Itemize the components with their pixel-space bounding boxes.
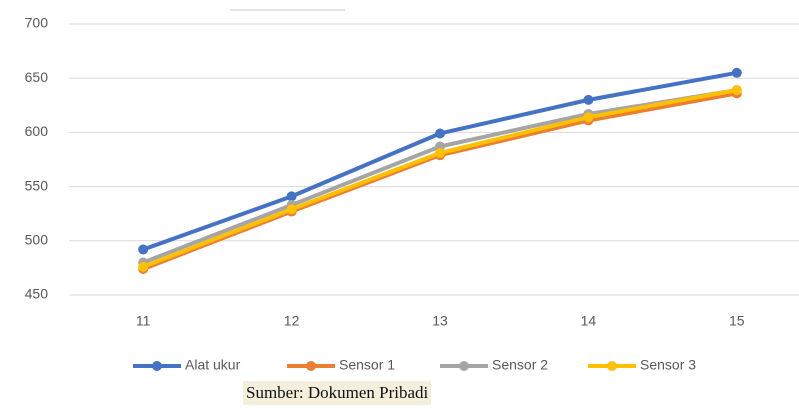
- y-tick-label: 550: [25, 177, 49, 193]
- caption: Sumber: Dokumen Pribadi: [243, 381, 432, 405]
- y-tick-label: 500: [25, 232, 49, 248]
- x-tick-label: 13: [432, 313, 448, 329]
- x-tick-label: 15: [729, 313, 745, 329]
- legend-label: Sensor 1: [339, 357, 395, 373]
- point: [138, 244, 149, 255]
- point: [435, 128, 445, 139]
- y-tick-label: 650: [25, 69, 49, 85]
- point: [731, 67, 742, 78]
- x-tick-label: 14: [581, 313, 597, 329]
- series-line: [142, 70, 738, 252]
- point: [583, 94, 594, 105]
- y-tick-label: 600: [25, 123, 49, 139]
- point: [286, 191, 297, 202]
- y-tick-label: 450: [25, 286, 49, 302]
- point: [138, 261, 149, 272]
- point: [435, 147, 445, 158]
- x-tick-label: 12: [284, 313, 300, 329]
- legend-marker: [152, 361, 162, 371]
- x-tick-label: 11: [136, 313, 151, 329]
- legend-label: Sensor 2: [492, 357, 548, 373]
- y-tick-label: 700: [25, 15, 49, 31]
- series-line: [142, 91, 738, 271]
- point: [583, 112, 594, 123]
- legend-marker: [607, 361, 617, 371]
- point: [731, 85, 742, 96]
- legend-marker: [459, 361, 469, 371]
- legend-label: Sensor 3: [640, 357, 696, 373]
- legend-marker: [306, 361, 316, 371]
- legend-label: Alat ukur: [185, 357, 241, 373]
- point: [286, 204, 297, 215]
